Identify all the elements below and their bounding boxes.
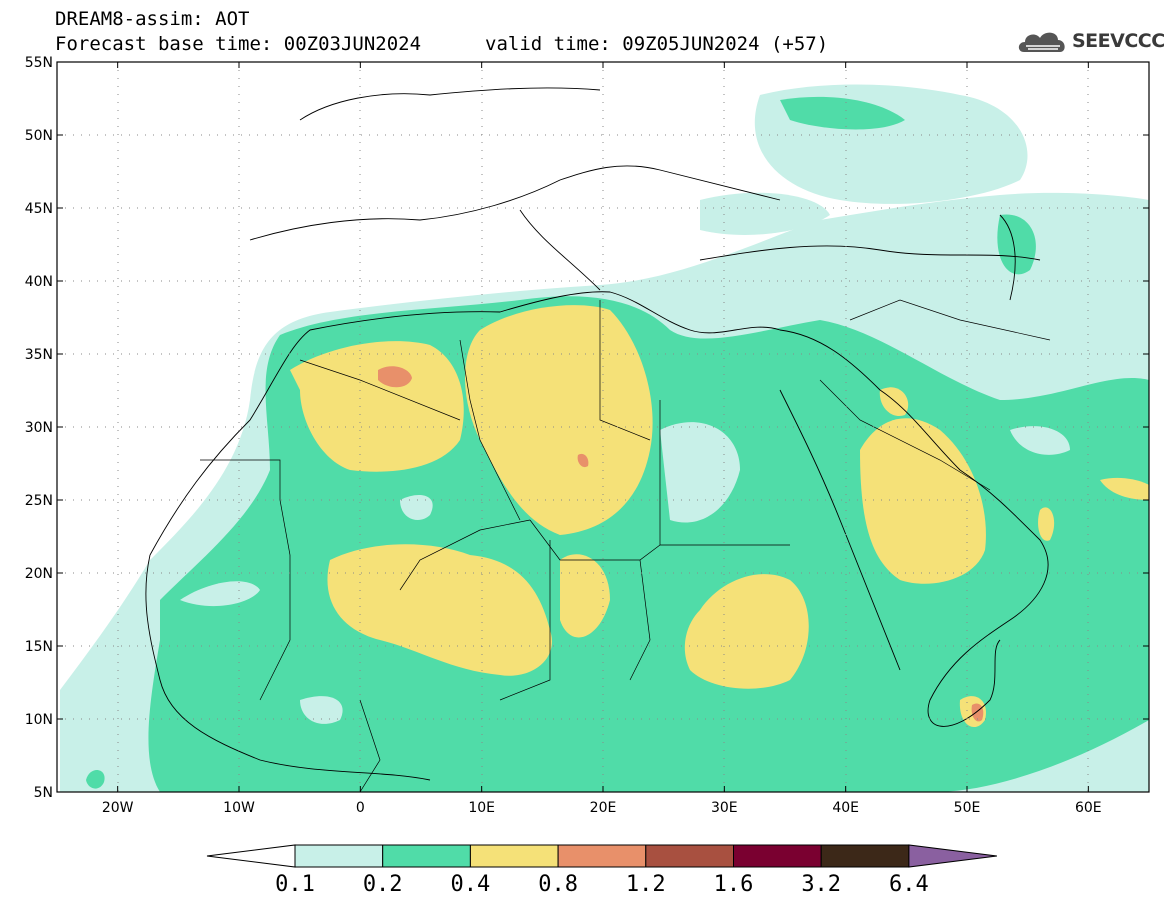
- lat-label: 45N: [25, 201, 53, 217]
- axis-ticks: 5N 10N 15N 20N 25N 30N 35N 40N 45N 50N 55N 20W 10W 0 1…: [25, 55, 1149, 816]
- colorbar-label: 0.1: [275, 872, 315, 897]
- lon-label: 60E: [1075, 800, 1102, 816]
- aot-cutouts: [180, 422, 1070, 724]
- colorbar-label: 0.2: [363, 872, 403, 897]
- lon-label: 20W: [102, 800, 134, 816]
- colorbar-swatch: [294, 844, 384, 868]
- lat-label: 10N: [25, 712, 53, 728]
- valid-time: valid time: 09Z05JUN2024 (+57): [485, 33, 829, 55]
- colorbar-swatch: [382, 844, 471, 868]
- lat-label: 5N: [34, 785, 53, 801]
- colorbar-high-triangle: [908, 844, 997, 868]
- lon-label: 10E: [468, 800, 495, 816]
- aot-band-0.8-1.2: [378, 366, 984, 722]
- aot-band-0.4-0.8: [290, 305, 1149, 728]
- colorbar-swatch: [645, 844, 734, 868]
- lat-label: 25N: [25, 493, 53, 509]
- colorbar-label: 0.4: [451, 872, 491, 897]
- colorbar-label: 0.8: [538, 872, 578, 897]
- lat-label: 15N: [25, 639, 53, 655]
- colorbar-label: 6.4: [889, 872, 929, 897]
- aot-contour-field: [57, 62, 1149, 792]
- cloud-icon: [1018, 32, 1065, 52]
- lon-label: 0: [356, 800, 365, 816]
- lat-label: 55N: [25, 55, 53, 71]
- lon-label: 20E: [590, 800, 617, 816]
- colorbar-label: 3.2: [801, 872, 841, 897]
- lon-label: 30E: [711, 800, 738, 816]
- colorbar-swatch: [733, 844, 822, 868]
- lat-label: 30N: [25, 420, 53, 436]
- colorbar-swatch: [820, 844, 910, 868]
- colorbar-swatch: [557, 844, 647, 868]
- graticule: [57, 62, 1149, 792]
- lat-label: 40N: [25, 274, 53, 290]
- lon-label: 40E: [832, 800, 859, 816]
- colorbar-swatch: [469, 844, 559, 868]
- lon-label: 50E: [954, 800, 981, 816]
- seevccc-logo: SEEVCCC: [1016, 24, 1165, 58]
- forecast-times: Forecast base time: 00Z03JUN2024 valid ti…: [55, 33, 828, 55]
- base-time: Forecast base time: 00Z03JUN2024: [55, 33, 422, 55]
- lon-label: 10W: [223, 800, 255, 816]
- country-borders: [200, 299, 1051, 792]
- lat-label: 50N: [25, 128, 53, 144]
- lat-label: 35N: [25, 347, 53, 363]
- coastlines: [145, 87, 1049, 781]
- colorbar: 0.1 0.2 0.4 0.8 1.2 1.6 3.2 6.4: [206, 844, 997, 897]
- logo-text: SEEVCCC: [1072, 30, 1165, 52]
- colorbar-label: 1.6: [714, 872, 754, 897]
- map-title: DREAM8-assim: AOT: [55, 8, 250, 30]
- colorbar-low-triangle: [206, 844, 296, 868]
- lat-label: 20N: [25, 566, 53, 582]
- colorbar-label: 1.2: [626, 872, 666, 897]
